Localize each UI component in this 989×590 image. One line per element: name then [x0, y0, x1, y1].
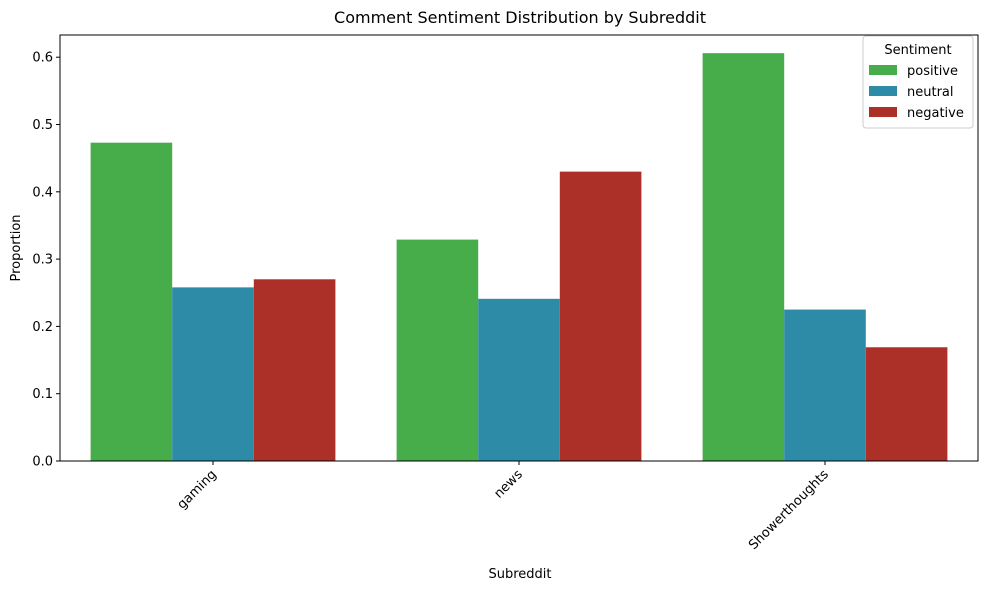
y-tick-label: 0.6 [32, 51, 53, 66]
bar-negative-gaming [253, 279, 336, 461]
y-axis: 0.0 0.1 0.2 0.3 0.4 0.5 0.6 [32, 51, 60, 470]
y-tick-label: 0.1 [32, 387, 53, 402]
bar-neutral-Showerthoughts [784, 309, 866, 461]
y-tick-label: 0.3 [32, 253, 53, 268]
legend-swatch-neutral [869, 86, 897, 96]
legend-entries: positive neutral negative [869, 64, 964, 121]
x-axis: gaming news Showerthoughts [175, 461, 832, 553]
y-tick-label: 0.5 [32, 118, 53, 133]
bar-positive-Showerthoughts [702, 53, 785, 462]
x-tick-label: gaming [175, 467, 220, 512]
bar-neutral-gaming [172, 287, 254, 461]
legend-swatch-negative [869, 107, 897, 117]
legend: Sentiment positive neutral negative [862, 35, 974, 129]
legend-label-neutral: neutral [907, 85, 954, 100]
legend-label-positive: positive [907, 64, 958, 79]
legend-title: Sentiment [884, 43, 951, 58]
y-tick-label: 0.2 [32, 320, 53, 335]
legend-swatch-positive [869, 65, 897, 75]
plot-frame [59, 34, 979, 462]
y-tick-label: 0.4 [32, 185, 53, 200]
x-axis-label: Subreddit [488, 567, 551, 582]
y-axis-label: Proportion [9, 214, 24, 281]
bars-group [90, 53, 948, 462]
bar-positive-gaming [90, 142, 173, 461]
y-tick-label: 0.0 [32, 455, 53, 470]
x-tick-label: news [491, 467, 526, 502]
legend-label-negative: negative [907, 106, 964, 121]
x-tick-label: Showerthoughts [746, 467, 832, 553]
bar-negative-news [559, 171, 642, 461]
bar-negative-Showerthoughts [865, 347, 948, 461]
bar-positive-news [396, 239, 479, 461]
bar-neutral-news [478, 298, 560, 461]
chart-title: Comment Sentiment Distribution by Subred… [334, 8, 706, 27]
legend-box [862, 35, 974, 129]
